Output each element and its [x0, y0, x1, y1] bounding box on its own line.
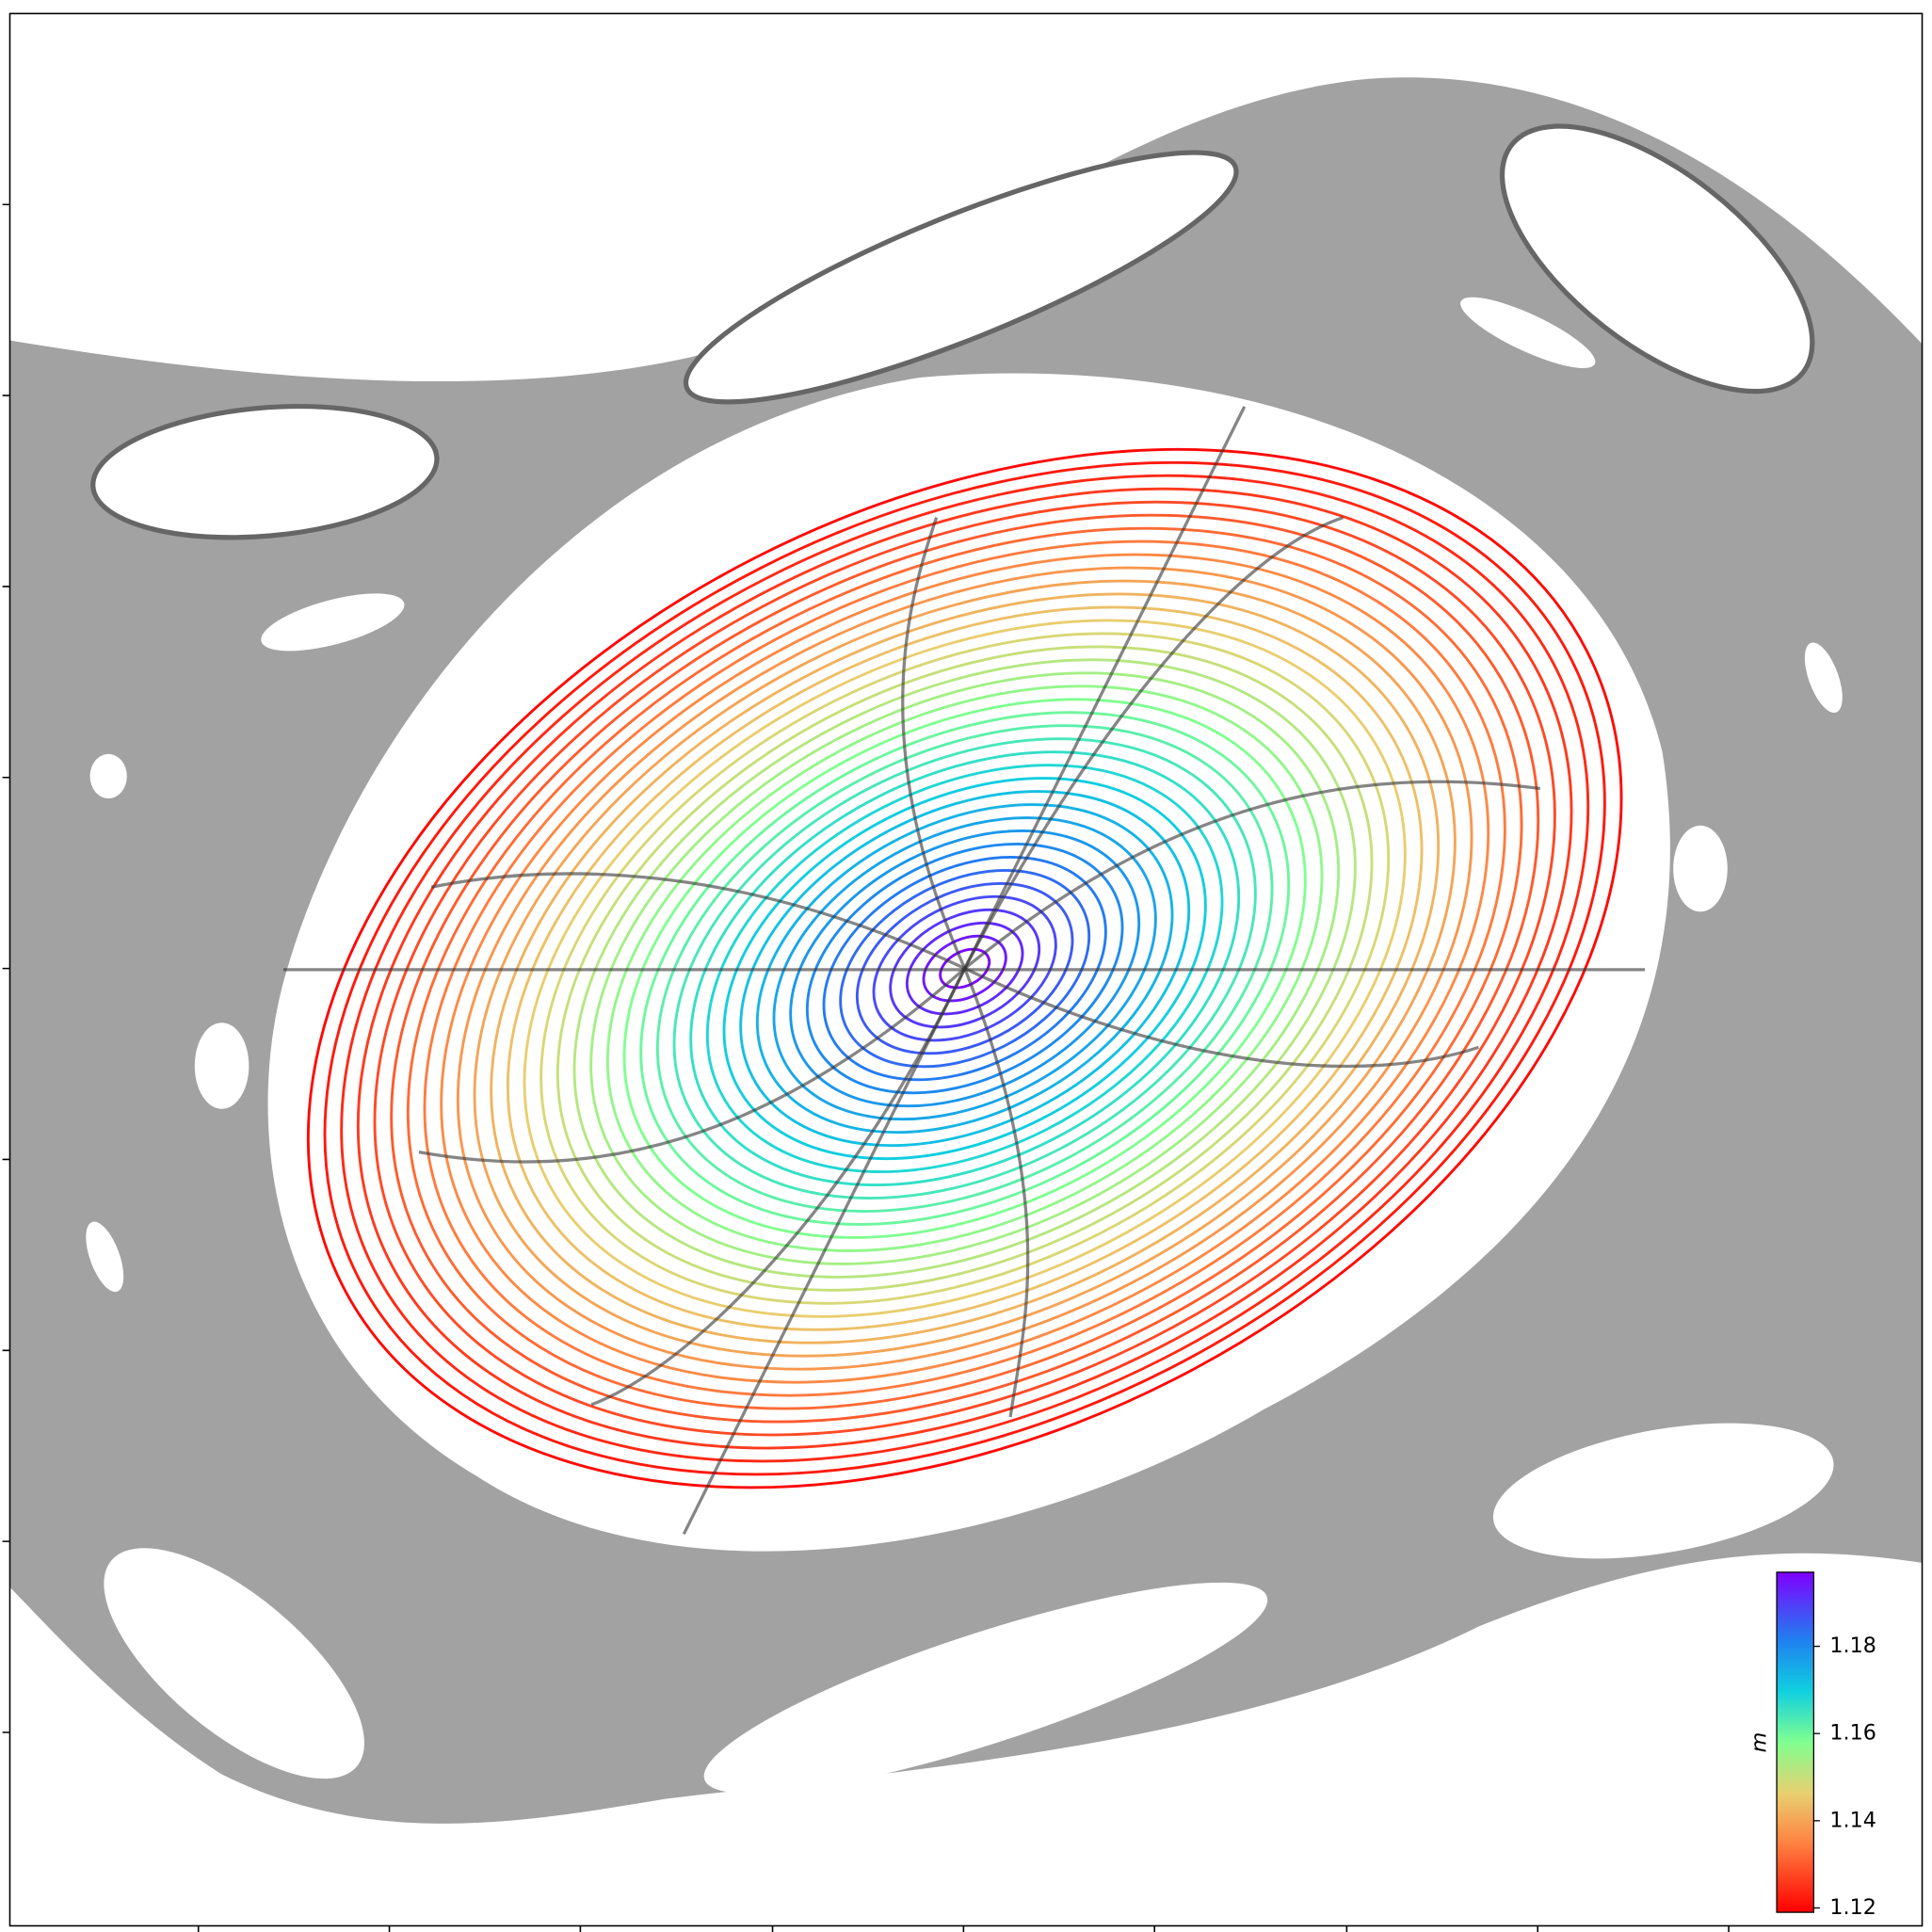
- separatrices: [282, 406, 1646, 1536]
- contour-set: [306, 447, 1623, 1489]
- contour-line: [555, 645, 1374, 1292]
- contour-line: [722, 777, 1207, 1161]
- contour-line: [739, 790, 1191, 1148]
- contour-line: [639, 711, 1291, 1226]
- colorbar-label: m: [1747, 1732, 1771, 1753]
- contour-line: [406, 526, 1523, 1410]
- axis-ticks: [2, 203, 1730, 1932]
- colorbar-tick-label: 1.16: [1829, 1721, 1876, 1746]
- contour-line: [523, 619, 1407, 1318]
- colorbar-tick-label: 1.14: [1829, 1808, 1876, 1832]
- contour-line: [539, 632, 1391, 1305]
- contour-line: [772, 816, 1157, 1121]
- contour-line: [905, 921, 1024, 1016]
- contour-line: [490, 592, 1441, 1344]
- contour-line: [456, 566, 1473, 1371]
- contour-line: [889, 908, 1041, 1029]
- contour-line: [855, 881, 1074, 1055]
- contour-line: [356, 487, 1573, 1450]
- chaotic-sea: [9, 77, 1923, 1824]
- contour-line: [755, 803, 1174, 1135]
- colorbar-tick-label: 1.12: [1829, 1895, 1876, 1920]
- contour-line: [323, 460, 1606, 1476]
- contour-line: [473, 579, 1457, 1358]
- colorbar-tick-label: 1.18: [1829, 1634, 1876, 1658]
- contour-line: [506, 605, 1424, 1331]
- colorbar: [1776, 1571, 1815, 1913]
- contour-line: [440, 553, 1490, 1384]
- contour-line: [655, 724, 1274, 1213]
- contour-line: [689, 750, 1241, 1186]
- contour-line: [872, 894, 1057, 1042]
- contour-line: [340, 474, 1590, 1463]
- contour-line: [922, 934, 1007, 1003]
- contour-line: [423, 539, 1506, 1397]
- contour-line: [672, 737, 1257, 1199]
- contour-line: [705, 764, 1224, 1174]
- contour-line: [789, 829, 1141, 1108]
- contour-line: [589, 671, 1341, 1265]
- contour-line: [390, 513, 1540, 1424]
- contour-line: [805, 843, 1124, 1095]
- contour-line: [822, 856, 1107, 1082]
- contour-line: [839, 868, 1091, 1069]
- axes-frame: [8, 12, 1924, 1927]
- contour-line: [373, 500, 1556, 1437]
- contour-line: [622, 698, 1307, 1239]
- contour-line: [306, 447, 1623, 1489]
